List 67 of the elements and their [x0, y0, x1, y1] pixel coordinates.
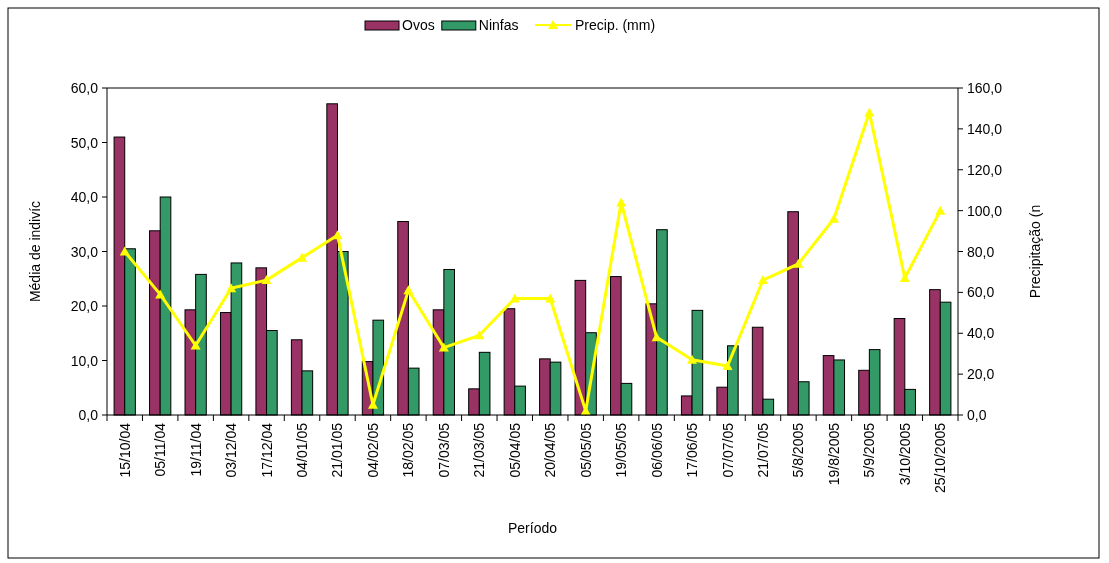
legend-label: Ninfas	[478, 17, 519, 33]
point	[651, 332, 662, 342]
x-tick-label: 07/03/05	[435, 422, 452, 478]
y2-axis-title: Precipitação (n	[1027, 204, 1043, 299]
point	[793, 258, 804, 268]
point	[864, 107, 875, 117]
y2-tick-label: 160,0	[967, 80, 1003, 96]
y-tick-label: 40,0	[70, 189, 99, 205]
point	[509, 293, 520, 303]
x-tick-label: 05/11/04	[152, 422, 169, 477]
x-tick-label: 21/03/05	[471, 422, 488, 478]
point	[261, 275, 272, 285]
x-tick-label: 20/04/05	[542, 422, 559, 478]
x-tick-label: 05/04/05	[506, 422, 523, 478]
y-tick-label: 50,0	[70, 134, 99, 151]
x-tick-label: 17/12/04	[258, 422, 275, 478]
x-tick-label: 06/06/05	[648, 422, 665, 478]
x-tick-label: 21/07/05	[754, 422, 771, 478]
y-tick-label: 30,0	[70, 243, 99, 260]
point	[757, 275, 768, 285]
y2-tick-label: 60,0	[967, 284, 995, 301]
legend-label: Ovos	[402, 17, 435, 33]
point	[828, 213, 839, 223]
y2-tick-label: 20,0	[967, 366, 995, 383]
x-tick-label: 19/05/05	[613, 422, 630, 478]
y2-tick-label: 140,0	[967, 120, 1003, 137]
point	[119, 246, 130, 256]
x-axis-title: Período	[507, 520, 558, 536]
y2-tick-label: 80,0	[967, 243, 995, 260]
y-tick-label: 20,0	[70, 298, 99, 314]
point	[687, 354, 698, 364]
point	[155, 289, 166, 299]
point	[403, 285, 414, 295]
point	[616, 197, 627, 207]
point	[935, 205, 946, 215]
x-tick-label: 19/11/04	[187, 422, 204, 477]
point	[474, 330, 485, 340]
point	[297, 252, 308, 262]
x-tick-label: 05/05/05	[577, 422, 594, 478]
y-axis-title: Média de indivíc	[27, 200, 43, 303]
point	[190, 340, 201, 350]
x-tick-label: 21/01/05	[329, 422, 346, 478]
x-tick-label: 5/8/2005	[790, 422, 807, 478]
x-tick-label: 3/10/2005	[896, 422, 913, 486]
point	[438, 342, 449, 352]
x-tick-label: 04/01/05	[294, 422, 311, 478]
x-tick-label: 25/10/2005	[932, 422, 949, 494]
x-tick-label: 5/9/2005	[861, 422, 878, 478]
x-tick-label: 15/10/04	[116, 422, 133, 478]
point	[722, 360, 733, 370]
y2-tick-label: 40,0	[967, 325, 995, 342]
point	[226, 283, 237, 293]
point	[332, 230, 343, 240]
y2-tick-label: 0,0	[967, 407, 987, 423]
x-tick-label: 04/02/05	[364, 422, 381, 478]
x-tick-label: 18/02/05	[400, 422, 417, 478]
y2-tick-label: 120,0	[967, 161, 1003, 178]
x-tick-label: 17/06/05	[684, 422, 701, 478]
y2-tick-label: 100,0	[967, 202, 1003, 219]
x-tick-label: 03/12/04	[223, 422, 240, 478]
point	[545, 293, 556, 303]
y-tick-label: 0,0	[78, 407, 99, 423]
x-tick-label: 19/8/2005	[825, 422, 842, 486]
legend-label: Precip. (mm)	[575, 17, 656, 33]
y-tick-label: 10,0	[70, 352, 99, 369]
x-tick-label: 07/07/05	[719, 422, 736, 478]
y-tick-label: 60,0	[70, 80, 99, 96]
